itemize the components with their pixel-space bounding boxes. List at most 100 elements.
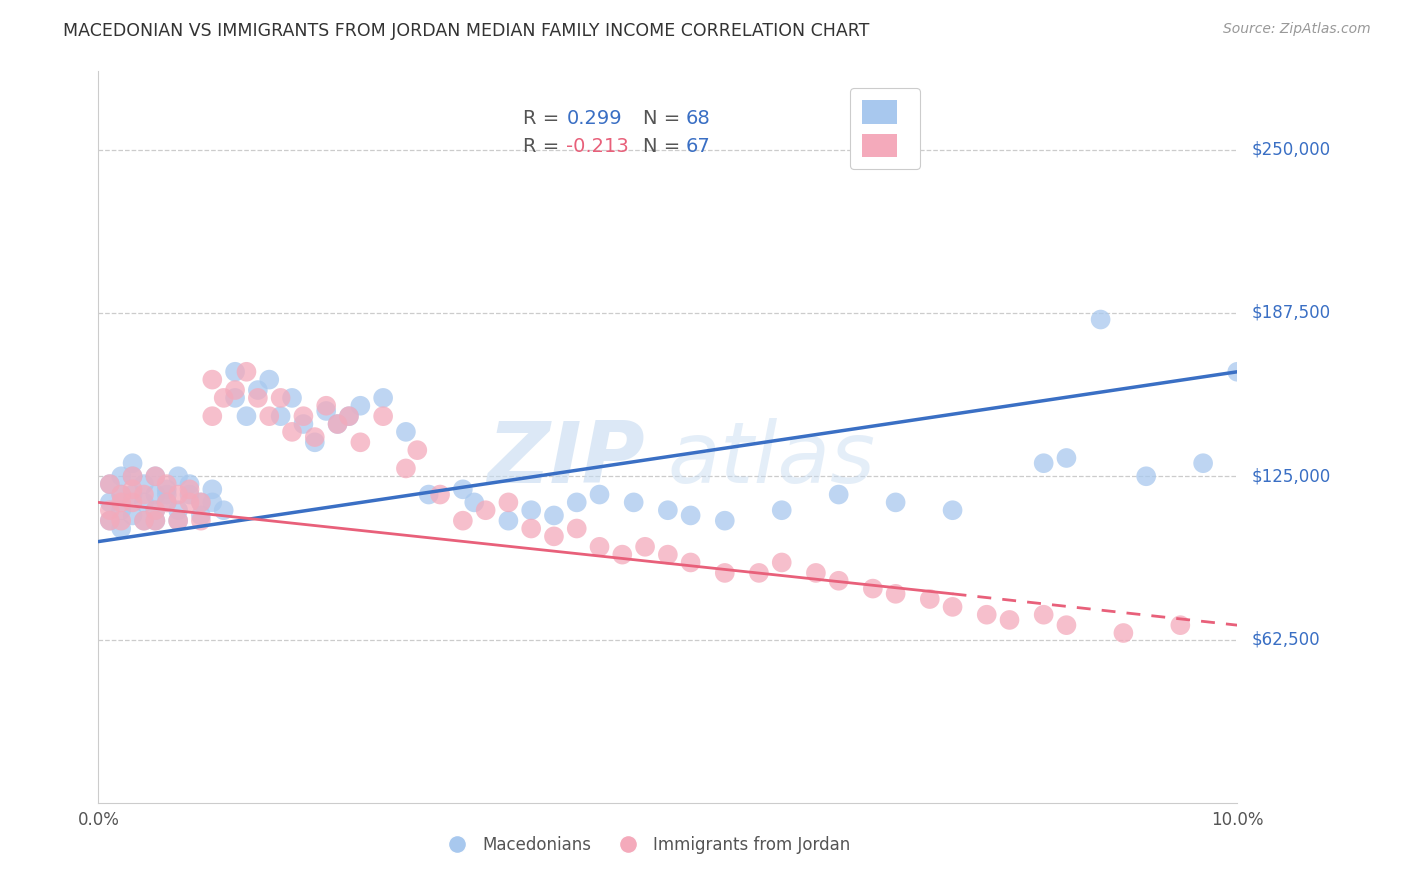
Point: [588, 540, 610, 554]
Point: [201, 483, 224, 497]
Point: [132, 514, 155, 528]
Text: -0.213: -0.213: [567, 137, 630, 156]
Point: [714, 514, 737, 528]
Point: [156, 477, 179, 491]
Point: [121, 487, 143, 501]
Point: [156, 495, 179, 509]
Point: [520, 521, 543, 535]
Point: [121, 469, 143, 483]
Text: R =: R =: [523, 110, 565, 128]
Point: [474, 503, 496, 517]
Point: [121, 483, 143, 497]
Point: [145, 514, 167, 528]
Point: [110, 495, 132, 509]
Point: [804, 566, 827, 580]
Point: [98, 495, 121, 509]
Point: [770, 503, 793, 517]
Point: [451, 514, 474, 528]
Point: [828, 487, 851, 501]
Point: [110, 487, 132, 501]
Text: 0.299: 0.299: [567, 110, 621, 128]
Point: [98, 514, 121, 528]
Point: [270, 391, 292, 405]
Point: [337, 409, 360, 424]
Point: [565, 521, 588, 535]
Text: $187,500: $187,500: [1251, 304, 1330, 322]
Point: [304, 435, 326, 450]
Point: [520, 503, 543, 517]
Point: [98, 514, 121, 528]
Point: [373, 409, 395, 424]
Point: [201, 495, 224, 509]
Point: [1090, 312, 1112, 326]
Text: ZIP: ZIP: [488, 417, 645, 500]
Point: [498, 495, 520, 509]
Point: [315, 404, 337, 418]
Point: [110, 521, 132, 535]
Point: [259, 373, 281, 387]
Text: N =: N =: [643, 110, 686, 128]
Point: [259, 409, 281, 424]
Point: [828, 574, 851, 588]
Point: [246, 383, 269, 397]
Point: [862, 582, 884, 596]
Point: [463, 495, 485, 509]
Point: [145, 469, 167, 483]
Point: [623, 495, 645, 509]
Point: [246, 391, 269, 405]
Point: [543, 529, 565, 543]
Point: [1170, 618, 1192, 632]
Point: [418, 487, 440, 501]
Point: [121, 495, 143, 509]
Point: [612, 548, 634, 562]
Point: [451, 483, 474, 497]
Point: [121, 508, 143, 523]
Point: [110, 469, 132, 483]
Point: [543, 508, 565, 523]
Point: [190, 495, 212, 509]
Point: [292, 409, 315, 424]
Point: [406, 443, 429, 458]
Point: [212, 391, 235, 405]
Text: $125,000: $125,000: [1251, 467, 1330, 485]
Point: [145, 469, 167, 483]
Legend: Macedonians, Immigrants from Jordan: Macedonians, Immigrants from Jordan: [433, 829, 856, 860]
Point: [212, 503, 235, 517]
Text: N =: N =: [643, 137, 686, 156]
Point: [167, 503, 190, 517]
Point: [156, 483, 179, 497]
Point: [167, 469, 190, 483]
Point: [132, 495, 155, 509]
Point: [190, 508, 212, 523]
Point: [224, 365, 246, 379]
Point: [714, 566, 737, 580]
Point: [395, 461, 418, 475]
Point: [167, 514, 190, 528]
Text: Source: ZipAtlas.com: Source: ZipAtlas.com: [1223, 22, 1371, 37]
Point: [679, 508, 702, 523]
Text: $250,000: $250,000: [1251, 141, 1330, 159]
Point: [110, 503, 132, 517]
Point: [145, 503, 167, 517]
Point: [1056, 618, 1078, 632]
Point: [395, 425, 418, 439]
Point: [145, 487, 167, 501]
Point: [235, 365, 257, 379]
Point: [145, 503, 167, 517]
Point: [110, 487, 132, 501]
Point: [270, 409, 292, 424]
Point: [224, 383, 246, 397]
Point: [281, 391, 304, 405]
Point: [498, 514, 520, 528]
Point: [942, 503, 965, 517]
Point: [145, 514, 167, 528]
Point: [201, 373, 224, 387]
Point: [315, 399, 337, 413]
Point: [634, 540, 657, 554]
Point: [679, 556, 702, 570]
Point: [657, 548, 679, 562]
Point: [337, 409, 360, 424]
Point: [179, 487, 201, 501]
Point: [132, 487, 155, 501]
Point: [942, 599, 965, 614]
